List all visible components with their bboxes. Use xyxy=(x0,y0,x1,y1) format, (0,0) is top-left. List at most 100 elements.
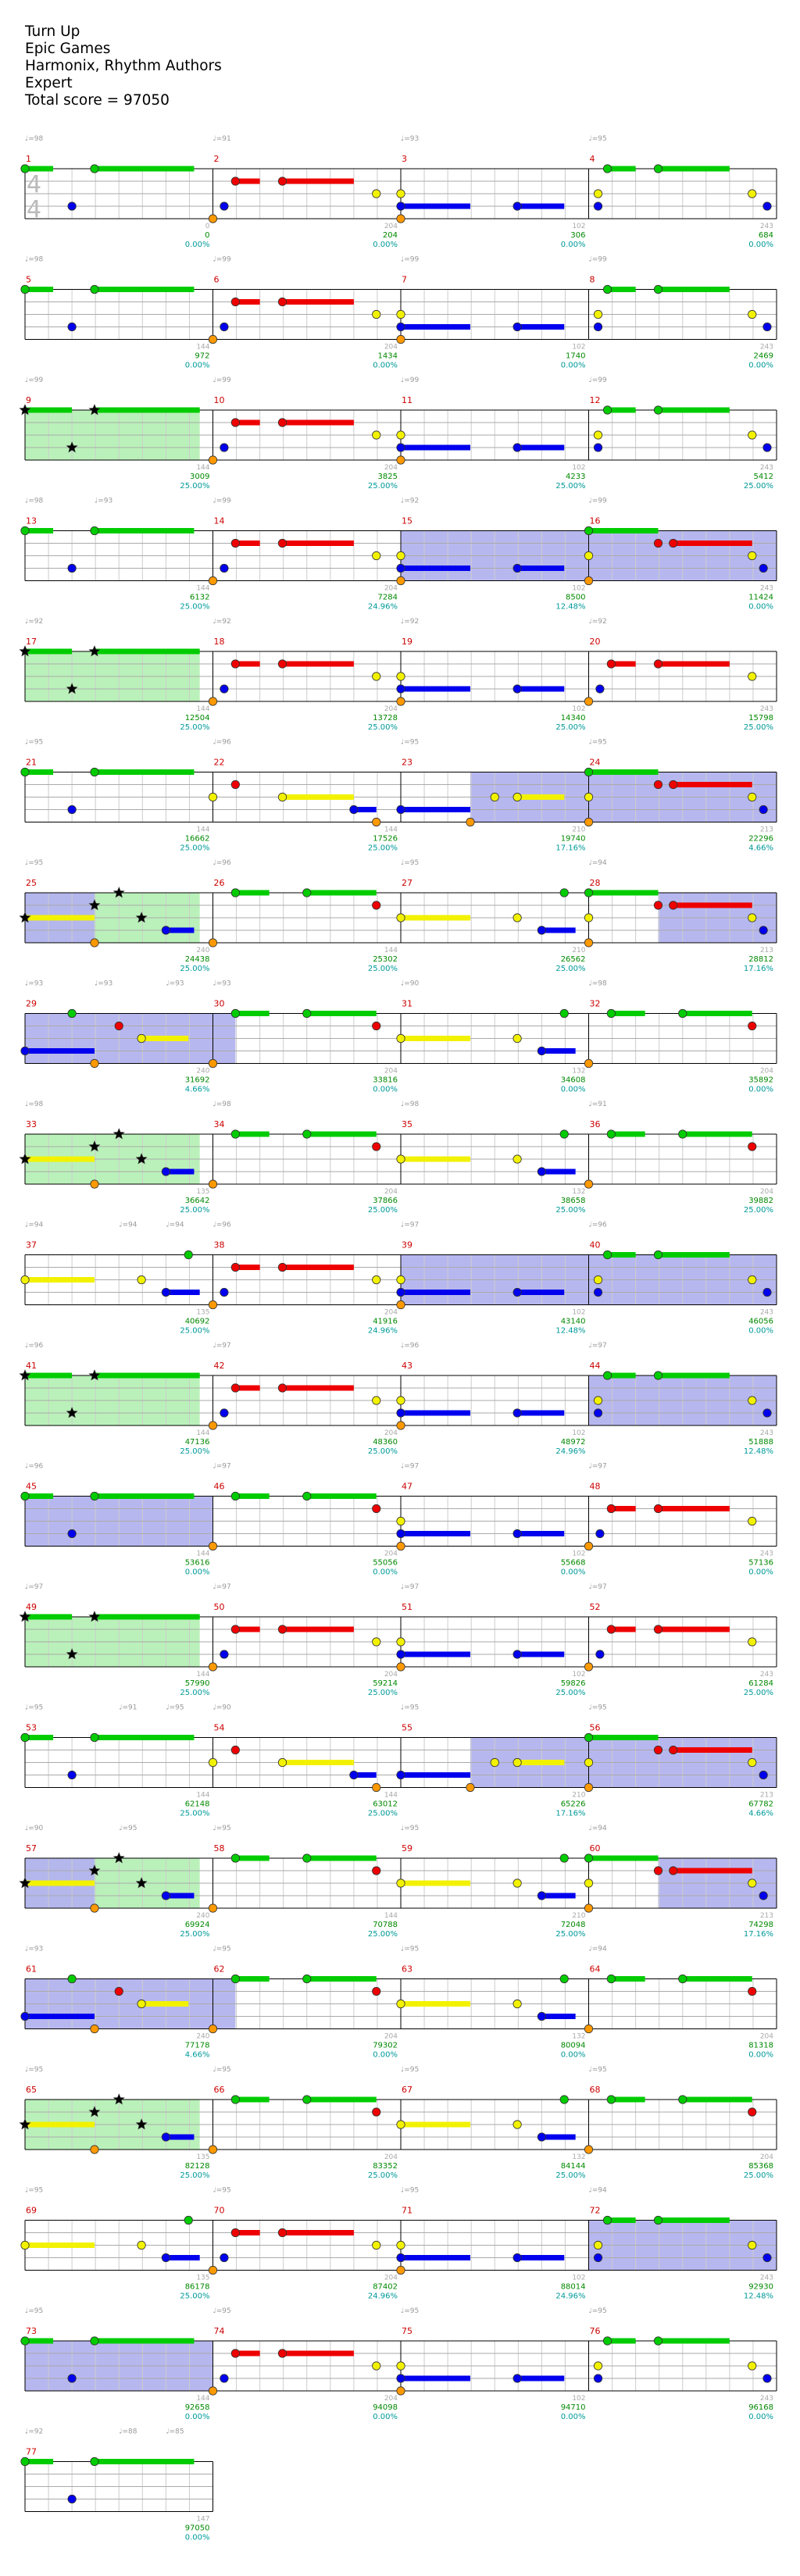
cumulative-score: 6132 xyxy=(190,594,209,602)
measure-points: 204 xyxy=(760,2033,773,2041)
measure-points: 135 xyxy=(196,1309,209,1317)
measure-number: 38 xyxy=(214,1240,225,1251)
cumulative-score: 48360 xyxy=(373,1438,398,1447)
measure-points: 204 xyxy=(384,705,398,713)
note-gem xyxy=(220,443,229,452)
note-gem xyxy=(230,177,240,186)
note-gem xyxy=(208,1179,218,1189)
sustain-bar xyxy=(235,1011,270,1016)
cumulative-score: 65226 xyxy=(561,1800,586,1809)
note-gem xyxy=(748,1516,757,1526)
overdrive-percent: 0.00% xyxy=(185,2534,210,2542)
sustain-bar xyxy=(166,2255,200,2260)
sustain-bar xyxy=(235,2096,270,2103)
sustain-bar xyxy=(401,2375,470,2382)
measure-number: 23 xyxy=(402,758,412,768)
sustain-bar xyxy=(401,2001,470,2007)
measure-number: 36 xyxy=(590,1119,601,1129)
sustain-bar xyxy=(166,927,195,933)
note-gem xyxy=(208,1541,218,1551)
measure-points: 204 xyxy=(384,1429,398,1437)
overdrive-percent: 25.00% xyxy=(180,723,209,732)
sustain-bar xyxy=(658,2217,730,2223)
note-gem xyxy=(208,2265,218,2275)
sustain-bar xyxy=(658,287,730,292)
note-gem xyxy=(20,1046,30,1056)
note-gem xyxy=(67,1008,77,1019)
measure-points: 243 xyxy=(760,344,773,351)
tempo-marker: ♩=94 xyxy=(166,1222,184,1229)
tempo-marker: ♩=93 xyxy=(95,498,112,505)
star-note xyxy=(88,2106,101,2118)
measure-number: 51 xyxy=(402,1602,412,1612)
tempo-marker: ♩=98 xyxy=(589,980,608,988)
note-gem xyxy=(67,1974,77,1984)
cumulative-score: 46056 xyxy=(748,1318,773,1326)
sustain-bar xyxy=(588,769,659,775)
note-gem xyxy=(678,1129,688,1139)
measure-number: 58 xyxy=(214,1843,225,1854)
note-gem xyxy=(653,1866,663,1875)
tempo-marker: ♩=96 xyxy=(25,1342,44,1350)
sustain-bar xyxy=(517,1290,565,1295)
overdrive-percent: 0.00% xyxy=(373,241,398,249)
note-gem xyxy=(208,1757,218,1768)
sustain-bar xyxy=(517,203,565,209)
cumulative-score: 38658 xyxy=(561,1197,586,1205)
star-note xyxy=(19,1153,31,1165)
star-note xyxy=(19,2118,31,2130)
note-gem xyxy=(372,1142,381,1151)
note-gem xyxy=(230,1383,240,1393)
note-gem xyxy=(137,1033,146,1044)
cumulative-score: 92930 xyxy=(748,2283,773,2292)
cumulative-score: 57990 xyxy=(185,1679,210,1688)
note-gem xyxy=(277,538,288,548)
note-gem xyxy=(669,901,678,910)
sustain-bar xyxy=(658,1372,730,1379)
note-gem xyxy=(137,2240,146,2250)
note-gem xyxy=(302,1129,312,1139)
sustain-bar xyxy=(658,407,730,413)
note-gem xyxy=(137,1999,146,2009)
tempo-marker: ♩=99 xyxy=(401,256,420,264)
note-gem xyxy=(90,1491,99,1501)
measure-number: 47 xyxy=(402,1482,412,1492)
cumulative-score: 3009 xyxy=(190,473,209,481)
cumulative-score: 53616 xyxy=(185,1559,210,1568)
tempo-marker: ♩=96 xyxy=(213,1222,232,1229)
sustain-bar xyxy=(306,890,377,896)
sustain-bar xyxy=(94,648,200,655)
sustain-bar xyxy=(25,2459,54,2464)
note-gem xyxy=(90,767,99,777)
note-gem xyxy=(20,2336,30,2346)
note-gem xyxy=(584,1782,594,1793)
note-gem xyxy=(372,1021,381,1031)
sustain-bar xyxy=(94,2338,195,2344)
overdrive-percent: 0.00% xyxy=(748,2051,773,2060)
note-gem xyxy=(277,297,288,307)
sustain-bar xyxy=(401,686,470,692)
overdrive-percent: 17.16% xyxy=(744,1930,773,1939)
sustain-bar xyxy=(235,541,260,546)
overdrive-percent: 0.00% xyxy=(373,1086,398,1094)
tempo-marker: ♩=97 xyxy=(589,1342,607,1350)
note-gem xyxy=(230,1745,240,1755)
tempo-marker: ♩=90 xyxy=(401,980,420,988)
sustain-bar xyxy=(25,1493,54,1499)
measure-number: 56 xyxy=(590,1723,601,1733)
sustain-bar xyxy=(235,178,260,184)
note-gem xyxy=(512,2374,522,2383)
note-gem xyxy=(584,526,594,536)
measure-number: 44 xyxy=(590,1361,601,1371)
sustain-bar xyxy=(588,890,659,896)
overdrive-percent: 12.48% xyxy=(555,603,585,612)
note-gem xyxy=(396,697,405,706)
measure-points: 243 xyxy=(760,1429,773,1437)
measure-number: 69 xyxy=(26,2206,37,2216)
sustain-bar xyxy=(401,1651,470,1657)
measure-number: 22 xyxy=(214,758,225,768)
note-gem xyxy=(396,214,405,223)
tempo-marker: ♩=93 xyxy=(166,980,184,988)
overdrive-percent: 12.48% xyxy=(555,1327,585,1336)
